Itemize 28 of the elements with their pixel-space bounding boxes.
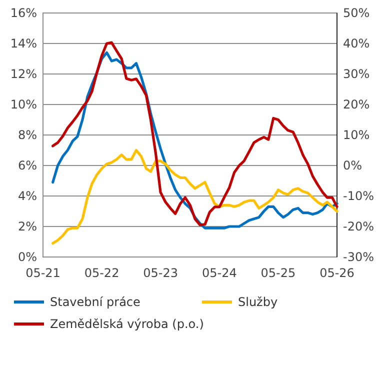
y2-tick-label: 40% bbox=[343, 36, 370, 51]
legend-label: Stavební práce bbox=[50, 295, 140, 310]
y-tick-label: 8% bbox=[18, 128, 37, 142]
y-tick-label: 2% bbox=[18, 220, 37, 234]
y-tick-label: 12% bbox=[10, 67, 37, 82]
y2-tick-label: -30% bbox=[343, 250, 374, 264]
line-series bbox=[52, 148, 338, 245]
x-tick-label: 05-22 bbox=[84, 266, 120, 280]
y-tick-label: 4% bbox=[18, 189, 37, 204]
legend-label: Služby bbox=[238, 295, 278, 310]
x-tick-label: 05-25 bbox=[260, 266, 296, 280]
y2-tick-label: 0% bbox=[343, 158, 362, 173]
x-tick-label: 05-26 bbox=[320, 266, 354, 280]
x-tick-label: 05-23 bbox=[143, 266, 178, 280]
y-tick-label: 0% bbox=[18, 250, 37, 264]
y2-tick-label: 30% bbox=[343, 67, 370, 82]
x-tick-label: 05-24 bbox=[202, 266, 237, 280]
y2-tick-label: -20% bbox=[343, 220, 374, 234]
y2-tick-label: 20% bbox=[343, 98, 370, 112]
y-tick-label: 14% bbox=[10, 36, 37, 51]
y2-tick-label: 10% bbox=[343, 128, 370, 142]
y-tick-label: 10% bbox=[10, 98, 37, 112]
y2-tick-label: -10% bbox=[343, 189, 374, 204]
y-tick-label: 6% bbox=[18, 158, 37, 173]
x-tick-label: 05-21 bbox=[26, 266, 60, 280]
y2-tick-label: 50% bbox=[343, 6, 370, 20]
legend-label: Zemědělská výroba (p.o.) bbox=[50, 317, 204, 332]
y-tick-label: 16% bbox=[10, 6, 37, 20]
